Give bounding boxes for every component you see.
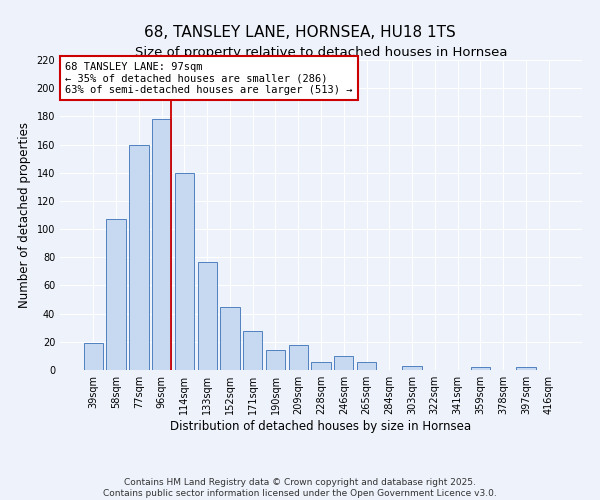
Bar (84, 343, 103, 370)
Bar (152, 119, 172, 370)
Title: Size of property relative to detached houses in Hornsea: Size of property relative to detached ho… (135, 46, 507, 59)
Bar (197, 262, 217, 370)
Bar (357, 362, 376, 370)
X-axis label: Distribution of detached houses by size in Hornsea: Distribution of detached houses by size … (170, 420, 472, 433)
Bar (243, 330, 262, 370)
Bar (516, 367, 536, 370)
Bar (289, 344, 308, 370)
Bar (129, 144, 149, 370)
Text: 68 TANSLEY LANE: 97sqm
← 35% of detached houses are smaller (286)
63% of semi-de: 68 TANSLEY LANE: 97sqm ← 35% of detached… (65, 62, 353, 95)
Bar (311, 362, 331, 370)
Text: 68, TANSLEY LANE, HORNSEA, HU18 1TS: 68, TANSLEY LANE, HORNSEA, HU18 1TS (144, 25, 456, 40)
Y-axis label: Number of detached properties: Number of detached properties (18, 122, 31, 308)
Bar (106, 219, 126, 370)
Bar (266, 350, 285, 370)
Text: Contains HM Land Registry data © Crown copyright and database right 2025.
Contai: Contains HM Land Registry data © Crown c… (103, 478, 497, 498)
Bar (220, 306, 239, 370)
Bar (470, 367, 490, 370)
Bar (403, 366, 422, 370)
Bar (334, 356, 353, 370)
Bar (175, 172, 194, 370)
